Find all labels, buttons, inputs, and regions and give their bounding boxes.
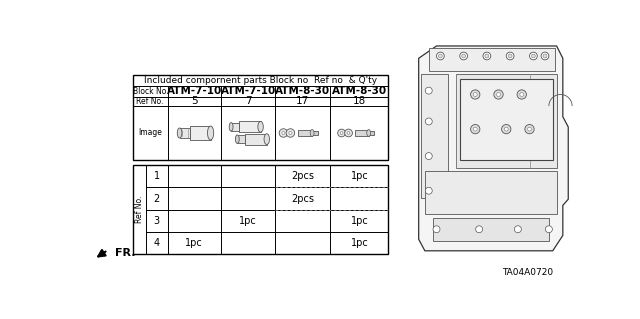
- Text: FR.: FR.: [115, 248, 136, 258]
- Ellipse shape: [207, 126, 214, 140]
- Text: 1pc: 1pc: [239, 216, 257, 226]
- Bar: [132, 165, 388, 254]
- Circle shape: [520, 93, 524, 96]
- Circle shape: [474, 93, 477, 96]
- Circle shape: [517, 90, 526, 99]
- Circle shape: [470, 124, 480, 134]
- Ellipse shape: [177, 128, 182, 138]
- Bar: [456, 74, 557, 168]
- Circle shape: [497, 93, 500, 96]
- Ellipse shape: [367, 130, 371, 137]
- Bar: [425, 172, 557, 214]
- Ellipse shape: [236, 135, 239, 143]
- Circle shape: [502, 124, 511, 134]
- Circle shape: [529, 52, 537, 60]
- Circle shape: [460, 52, 467, 60]
- Bar: [180, 128, 191, 138]
- Circle shape: [425, 87, 432, 94]
- Circle shape: [470, 90, 480, 99]
- Text: TA04A0720: TA04A0720: [502, 268, 554, 277]
- Text: ATM-8-30: ATM-8-30: [332, 86, 387, 96]
- Text: 1pc: 1pc: [186, 238, 203, 248]
- Circle shape: [531, 54, 535, 58]
- Bar: [239, 122, 260, 132]
- Text: Included compornent parts Block no  Ref no  & Q'ty: Included compornent parts Block no Ref n…: [144, 76, 377, 85]
- Circle shape: [525, 124, 534, 134]
- Text: Block No: Block No: [134, 87, 167, 96]
- Text: 1: 1: [154, 171, 160, 182]
- Bar: [132, 75, 388, 160]
- Text: Ref No.: Ref No.: [136, 97, 164, 106]
- Circle shape: [527, 127, 531, 131]
- Text: 1pc: 1pc: [351, 216, 368, 226]
- Bar: [433, 218, 549, 241]
- Circle shape: [438, 54, 442, 58]
- Text: 1pc: 1pc: [351, 238, 368, 248]
- Circle shape: [282, 131, 285, 135]
- Circle shape: [494, 90, 503, 99]
- Circle shape: [508, 54, 512, 58]
- Ellipse shape: [258, 122, 263, 132]
- Bar: [421, 74, 448, 198]
- Text: 17: 17: [296, 96, 309, 107]
- Circle shape: [506, 52, 514, 60]
- Circle shape: [286, 129, 294, 137]
- Bar: [369, 131, 374, 135]
- Bar: [355, 130, 369, 137]
- Circle shape: [541, 52, 549, 60]
- Circle shape: [433, 226, 440, 233]
- Bar: [245, 134, 267, 145]
- Text: 2: 2: [154, 194, 160, 204]
- Circle shape: [515, 226, 522, 233]
- Circle shape: [476, 226, 483, 233]
- Circle shape: [436, 52, 444, 60]
- Circle shape: [425, 152, 432, 160]
- Circle shape: [289, 131, 292, 135]
- Bar: [312, 131, 317, 135]
- Circle shape: [474, 127, 477, 131]
- Ellipse shape: [264, 134, 269, 145]
- Circle shape: [340, 132, 343, 134]
- Circle shape: [347, 132, 350, 134]
- Circle shape: [483, 52, 491, 60]
- Circle shape: [504, 127, 508, 131]
- Text: 1pc: 1pc: [351, 171, 368, 182]
- Text: 18: 18: [353, 96, 366, 107]
- Text: 7: 7: [245, 96, 252, 107]
- Ellipse shape: [310, 130, 314, 137]
- Circle shape: [461, 54, 465, 58]
- Bar: [460, 79, 553, 160]
- Text: 2pcs: 2pcs: [291, 171, 314, 182]
- Bar: [429, 48, 555, 71]
- Bar: [231, 122, 239, 131]
- Text: Image: Image: [138, 129, 162, 137]
- Text: 5: 5: [191, 96, 198, 107]
- Circle shape: [543, 54, 547, 58]
- Bar: [237, 135, 245, 143]
- Bar: [191, 126, 211, 140]
- Polygon shape: [419, 46, 568, 251]
- Circle shape: [425, 187, 432, 194]
- Circle shape: [425, 118, 432, 125]
- Circle shape: [485, 54, 489, 58]
- Text: 3: 3: [154, 216, 160, 226]
- Text: ATM-8-30: ATM-8-30: [275, 86, 330, 96]
- Text: ATM-7-10: ATM-7-10: [166, 86, 222, 96]
- Circle shape: [345, 129, 353, 137]
- Circle shape: [279, 129, 288, 137]
- Text: 4: 4: [154, 238, 160, 248]
- Text: 2pcs: 2pcs: [291, 194, 314, 204]
- Bar: [298, 130, 312, 137]
- Circle shape: [545, 226, 552, 233]
- Text: Ref No.: Ref No.: [135, 196, 144, 223]
- Circle shape: [338, 129, 346, 137]
- Text: ATM-7-10: ATM-7-10: [221, 86, 276, 96]
- Ellipse shape: [229, 122, 233, 131]
